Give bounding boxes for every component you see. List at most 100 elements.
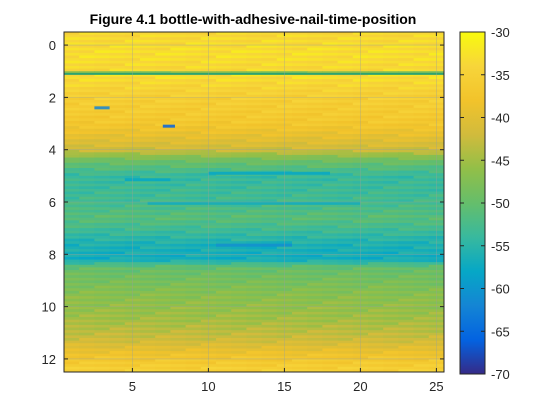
heatmap-cell (64, 186, 80, 190)
heatmap-cell (368, 366, 384, 370)
heatmap-cell (261, 296, 278, 300)
heatmap-cell (398, 212, 415, 216)
heatmap-cell (292, 361, 308, 365)
heatmap-cell (322, 230, 339, 234)
heatmap-cell (185, 84, 202, 88)
heatmap-cell (185, 162, 202, 166)
heatmap-cell (292, 157, 308, 161)
heatmap-cell (231, 50, 247, 54)
heatmap-cell (368, 60, 384, 64)
heatmap-cell (307, 68, 323, 72)
heatmap-cell (368, 228, 384, 232)
heatmap-cell (200, 251, 217, 255)
heatmap-cell (140, 304, 156, 308)
heatmap-cell (368, 45, 384, 49)
heatmap-cell (368, 285, 384, 289)
heatmap-cell (79, 45, 95, 49)
heatmap-cell (109, 348, 126, 352)
heatmap-cell (79, 348, 95, 352)
heatmap-cell (124, 275, 141, 279)
heatmap-cell (109, 230, 126, 234)
heatmap-cell (185, 222, 202, 227)
heatmap-cell (170, 196, 187, 200)
heatmap-cell (200, 152, 217, 156)
heatmap-cell (246, 319, 263, 323)
heatmap-cell (185, 262, 202, 266)
heatmap-cell (124, 194, 141, 198)
heatmap-cell (200, 66, 217, 70)
heatmap-cell (170, 317, 187, 321)
heatmap-cell (200, 277, 217, 282)
heatmap-cell (94, 141, 111, 146)
heatmap-cell (413, 330, 430, 334)
heatmap-cell (79, 202, 95, 206)
heatmap-cell (368, 327, 384, 331)
heatmap-cell (398, 301, 415, 305)
heatmap-cell (246, 251, 263, 255)
heatmap-cell (109, 55, 126, 59)
heatmap-cell (216, 275, 232, 279)
heatmap-cell (170, 52, 187, 57)
heatmap-cell (261, 113, 278, 117)
heatmap-cell (246, 154, 263, 159)
heatmap-cell (307, 157, 323, 161)
heatmap-cell (155, 285, 171, 289)
heatmap-cell (216, 369, 232, 372)
heatmap-cell (307, 343, 323, 347)
heatmap-cell (216, 264, 232, 268)
heatmap-cell (307, 304, 323, 308)
heatmap-cell (307, 32, 323, 36)
heatmap-cell (200, 162, 217, 166)
heatmap-cell (94, 220, 111, 224)
heatmap-cell (140, 301, 156, 305)
heatmap-cell (140, 340, 156, 344)
heatmap-cell (79, 314, 95, 318)
heatmap-cell (94, 348, 111, 352)
heatmap-cell (368, 73, 384, 78)
heatmap-cell (413, 238, 430, 242)
heatmap-cell (246, 285, 263, 289)
heatmap-cell (64, 152, 80, 156)
heatmap-cell (413, 199, 430, 203)
heatmap-cell (94, 319, 111, 323)
heatmap-cell (216, 136, 232, 140)
heatmap-cell (79, 225, 95, 229)
heatmap-cell (368, 290, 384, 295)
heatmap-cell (413, 168, 430, 172)
heatmap-cell (246, 345, 263, 350)
heatmap-cell (216, 215, 232, 219)
heatmap-cell (155, 280, 171, 284)
heatmap-cell (337, 340, 354, 344)
heatmap-cell (200, 249, 217, 253)
heatmap-cell (170, 361, 187, 365)
heatmap-cell (322, 120, 339, 125)
heatmap-cell (292, 340, 308, 344)
heatmap-cell (307, 259, 323, 263)
heatmap-cell (170, 311, 187, 316)
heatmap-cell (79, 191, 95, 195)
heatmap-cell (322, 256, 339, 261)
heatmap-cell (94, 324, 111, 329)
heatmap-cell (337, 356, 354, 360)
heatmap-cell (170, 285, 187, 289)
heatmap-cell (368, 58, 384, 62)
heatmap-cell (79, 149, 95, 153)
heatmap-cell (185, 157, 202, 161)
heatmap-cell (337, 134, 354, 138)
heatmap-cell (398, 131, 415, 135)
heatmap-cell (200, 340, 217, 344)
heatmap-cell (216, 254, 232, 258)
heatmap-cell (246, 322, 263, 326)
heatmap-cell (383, 66, 399, 70)
heatmap-cell (216, 212, 232, 216)
heatmap-cell (64, 139, 80, 143)
heatmap-cell (231, 353, 247, 357)
heatmap-cell (140, 351, 156, 355)
heatmap-cell (322, 52, 339, 57)
heatmap-cell (368, 277, 384, 282)
heatmap-cell (383, 267, 399, 271)
heatmap-cell (413, 280, 430, 284)
heatmap-cell (109, 39, 126, 44)
heatmap-cell (413, 42, 430, 46)
heatmap-cell (140, 254, 156, 258)
